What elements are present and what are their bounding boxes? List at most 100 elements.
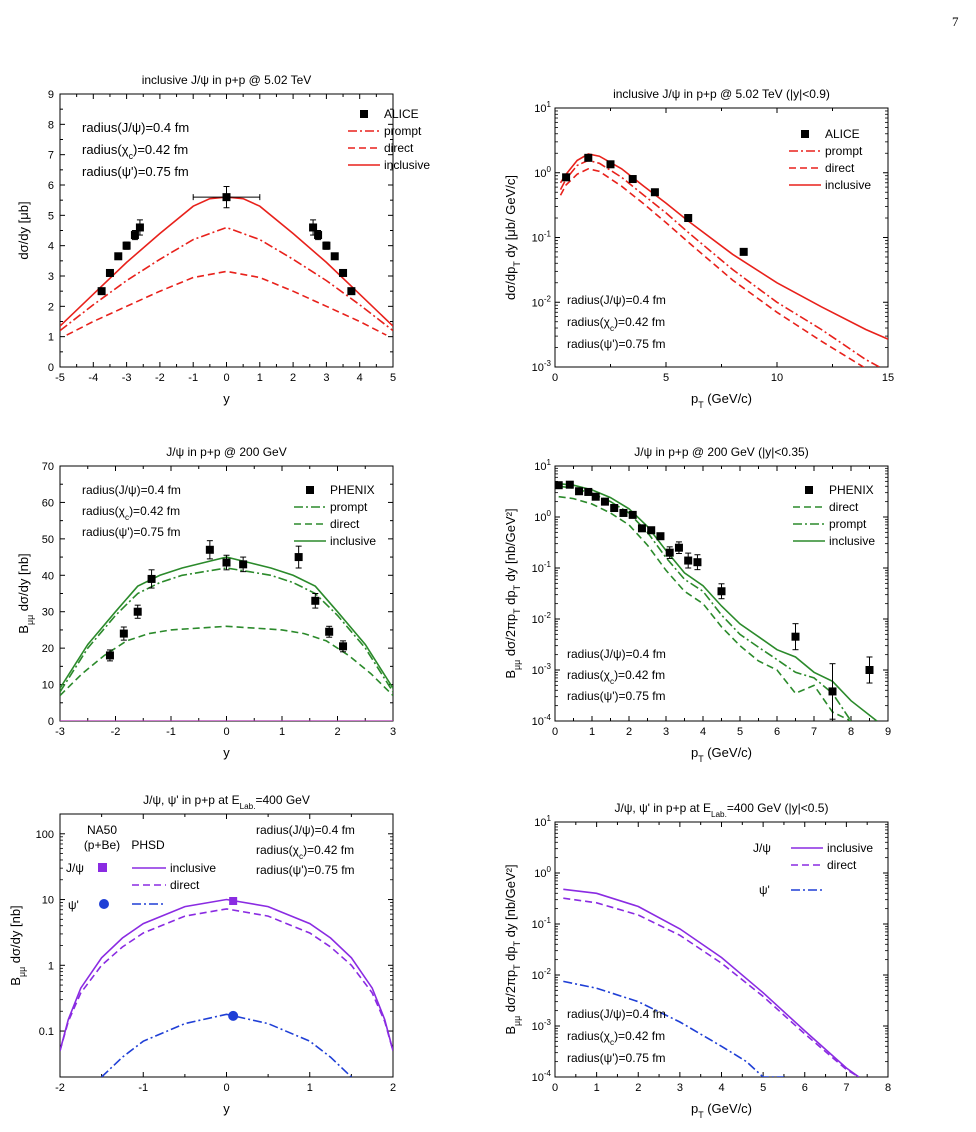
chart-title: inclusive J/ψ in p+p @ 5.02 TeV (|y|<0.9… bbox=[613, 87, 830, 101]
plot-area bbox=[559, 153, 888, 367]
data-point bbox=[228, 1010, 239, 1021]
x-tick-label: 1 bbox=[589, 726, 595, 738]
data-point bbox=[205, 545, 214, 554]
legend-label: direct bbox=[330, 517, 360, 531]
legend-row-label: ψ' bbox=[68, 898, 79, 912]
data-point bbox=[656, 532, 665, 541]
y-tick-label: 10-4 bbox=[532, 713, 552, 728]
data-point bbox=[619, 508, 628, 517]
y-tick-label: 10-2 bbox=[532, 611, 552, 626]
y-tick-label: 10 bbox=[42, 680, 54, 692]
legend-label: direct bbox=[829, 500, 859, 514]
x-tick-label: 15 bbox=[882, 372, 894, 384]
legend-label: inclusive bbox=[330, 534, 376, 548]
series-line bbox=[60, 625, 393, 697]
annotation: radius(χc)=0.42 fm bbox=[567, 1029, 665, 1047]
data-point bbox=[628, 510, 637, 519]
annotation: radius(χc)=0.42 fm bbox=[82, 504, 180, 522]
x-axis-label: pT (GeV/c) bbox=[691, 391, 752, 410]
series-line bbox=[66, 270, 387, 336]
legend-label: inclusive bbox=[384, 158, 430, 172]
x-tick-label: 1 bbox=[257, 372, 263, 384]
plot-area bbox=[60, 540, 393, 721]
chart-title: J/ψ, ψ' in p+p at ELab.=400 GeV bbox=[143, 793, 310, 811]
data-point bbox=[647, 526, 656, 535]
data-point bbox=[606, 160, 615, 169]
x-tick-label: 1 bbox=[279, 726, 285, 738]
x-tick-label: 6 bbox=[774, 726, 780, 738]
y-axis-label: dσ/dy [μb] bbox=[16, 201, 31, 259]
chart-2: inclusive J/ψ in p+p @ 5.02 TeV (|y|<0.9… bbox=[503, 87, 894, 410]
data-point bbox=[97, 287, 106, 296]
annotation: radius(χc)=0.42 fm bbox=[82, 142, 188, 161]
y-tick-label: 10 bbox=[42, 895, 54, 907]
y-tick-label: 101 bbox=[534, 458, 551, 473]
y-axis-label: Bμμ dσ/dy [nb] bbox=[16, 553, 35, 633]
series-line bbox=[60, 898, 393, 1052]
x-tick-label: 2 bbox=[390, 1082, 396, 1094]
legend: J/ψ inclusive direct ψ' bbox=[753, 841, 873, 897]
data-point bbox=[555, 481, 563, 490]
x-tick-label: 2 bbox=[626, 726, 632, 738]
plot-area bbox=[563, 888, 860, 1077]
x-tick-label: 5 bbox=[663, 372, 669, 384]
legend-header: (p+Be) bbox=[84, 838, 120, 852]
x-tick-label: -1 bbox=[166, 726, 176, 738]
legend: PHENIX direct prompt inclusive bbox=[793, 483, 875, 548]
y-axis-label: Bμμ dσ/dy [nb] bbox=[8, 905, 27, 985]
legend-marker bbox=[805, 486, 813, 494]
x-tick-label: 9 bbox=[885, 726, 891, 738]
y-tick-label: 0 bbox=[48, 716, 54, 728]
data-point bbox=[693, 558, 702, 567]
legend-label: PHENIX bbox=[330, 483, 375, 497]
x-tick-label: -2 bbox=[111, 726, 121, 738]
y-tick-label: 101 bbox=[534, 814, 551, 829]
legend-label: inclusive bbox=[829, 534, 875, 548]
y-tick-label: 100 bbox=[534, 165, 551, 180]
legend-marker bbox=[360, 110, 368, 118]
legend: NA50(p+Be) PHSD J/ψ inclusive direct ψ' bbox=[66, 823, 216, 912]
data-point bbox=[135, 223, 144, 232]
data-point bbox=[229, 897, 238, 906]
legend-label: PHENIX bbox=[829, 483, 874, 497]
x-tick-label: 8 bbox=[885, 1082, 891, 1094]
x-tick-label: 5 bbox=[390, 372, 396, 384]
series-line bbox=[101, 1013, 352, 1077]
data-point bbox=[562, 173, 571, 182]
x-tick-label: 0 bbox=[223, 1082, 229, 1094]
annotation: radius(χc)=0.42 fm bbox=[567, 668, 665, 686]
y-tick-label: 6 bbox=[48, 180, 54, 192]
x-tick-label: 8 bbox=[848, 726, 854, 738]
series-line bbox=[60, 567, 393, 693]
legend: ALICE prompt direct inclusive bbox=[789, 127, 871, 192]
y-tick-label: 100 bbox=[36, 829, 54, 841]
annotation: radius(J/ψ)=0.4 fm bbox=[567, 293, 666, 307]
x-tick-label: -1 bbox=[188, 372, 198, 384]
x-tick-label: 1 bbox=[594, 1082, 600, 1094]
x-tick-label: 4 bbox=[357, 372, 363, 384]
y-tick-label: 9 bbox=[48, 89, 54, 101]
data-point bbox=[717, 587, 726, 596]
y-tick-label: 10-2 bbox=[532, 294, 552, 309]
legend-label: prompt bbox=[829, 517, 867, 531]
series-line bbox=[558, 495, 852, 721]
y-tick-label: 100 bbox=[534, 865, 551, 880]
y-tick-label: 1 bbox=[48, 332, 54, 344]
x-tick-label: 5 bbox=[760, 1082, 766, 1094]
data-point bbox=[674, 543, 683, 552]
page-number: 7 bbox=[952, 14, 959, 29]
data-point bbox=[610, 504, 619, 513]
series-line bbox=[558, 485, 852, 721]
legend-marker bbox=[98, 863, 107, 872]
y-tick-label: 10-1 bbox=[532, 230, 552, 245]
x-tick-label: -5 bbox=[55, 372, 65, 384]
data-point bbox=[600, 497, 609, 506]
x-tick-label: 0 bbox=[223, 372, 229, 384]
x-tick-label: 7 bbox=[811, 726, 817, 738]
x-tick-label: 3 bbox=[323, 372, 329, 384]
data-point bbox=[584, 487, 593, 496]
chart-title: J/ψ in p+p @ 200 GeV bbox=[166, 445, 286, 459]
legend-marker bbox=[801, 130, 809, 138]
data-point bbox=[575, 487, 584, 496]
